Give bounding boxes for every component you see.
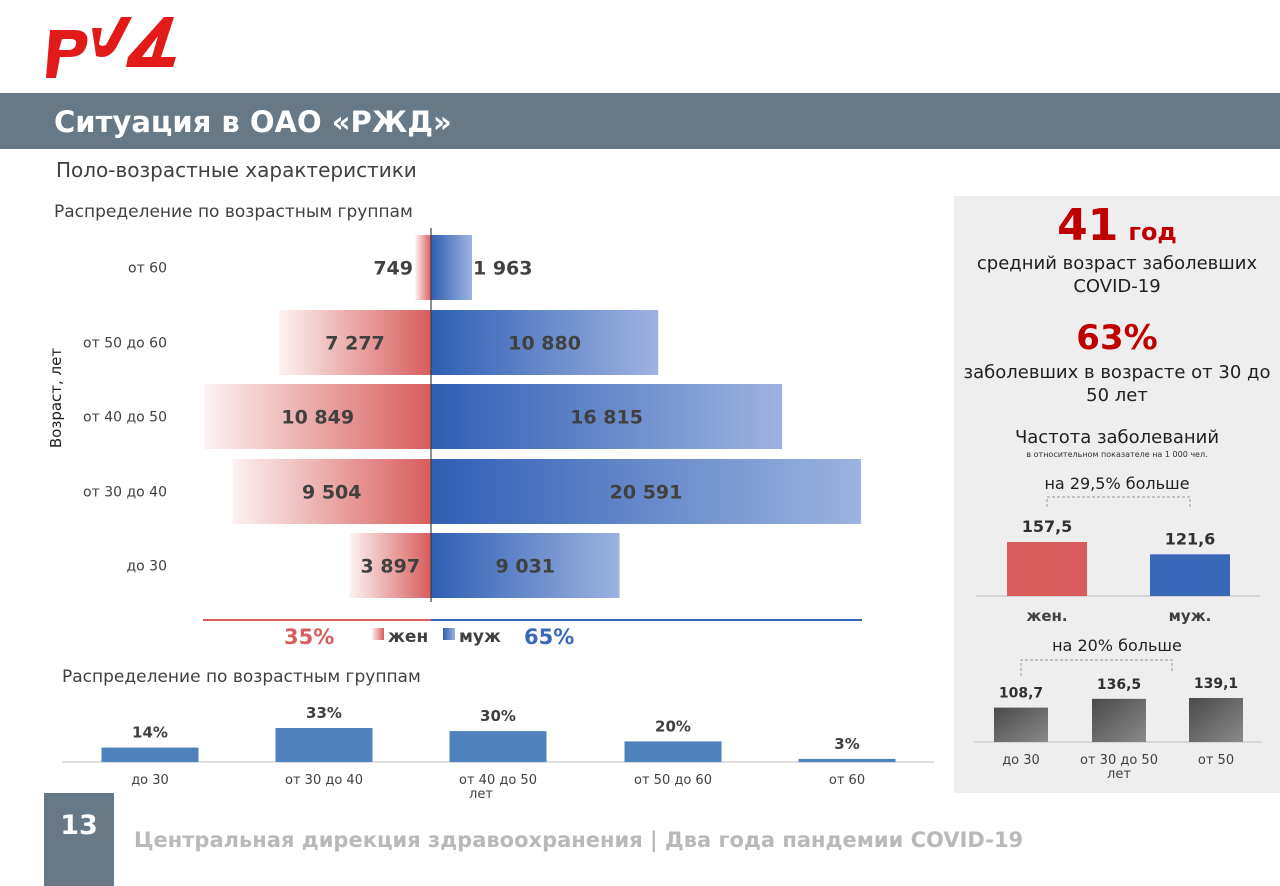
legend-male-swatch bbox=[443, 628, 455, 640]
age-frequency-category: от 30 до 50 bbox=[1080, 753, 1158, 768]
female-value-label: 749 bbox=[373, 258, 413, 280]
legend-male-pct: 65% bbox=[524, 625, 574, 649]
frequency-note: в относительном показателе на 1 000 чел. bbox=[1026, 450, 1208, 459]
avg-age-description: средний возраст заболевших COVID-19 bbox=[976, 253, 1258, 297]
age-column-bar bbox=[101, 747, 199, 762]
age-column-category-cont: лет bbox=[469, 787, 493, 802]
age-column-category: до 30 bbox=[131, 773, 169, 788]
age-difference-note: на 20% больше bbox=[1052, 636, 1182, 655]
female-bar bbox=[349, 533, 431, 598]
male-value-label: 20 591 bbox=[610, 482, 683, 504]
legend-female-swatch bbox=[372, 628, 384, 640]
age-column-value: 20% bbox=[655, 717, 691, 735]
legend-female-pct: 35% bbox=[284, 625, 334, 649]
female-bar bbox=[415, 235, 431, 300]
stats-panel bbox=[954, 196, 1280, 793]
female-value-label: 7 277 bbox=[325, 333, 385, 355]
avg-age-value: 41 bbox=[1057, 200, 1119, 251]
age-column-bar bbox=[449, 731, 547, 762]
gender-frequency-value: 157,5 bbox=[1022, 517, 1073, 536]
page-number-box bbox=[44, 793, 114, 886]
pyramid-category-label: от 40 до 50 bbox=[83, 410, 167, 426]
age-column-value: 30% bbox=[480, 707, 516, 725]
age-sex-pyramid-chart: от 60 749 1 963 от 50 до 60 7 277 10 880 от 40… bbox=[83, 228, 862, 649]
age-column-value: 33% bbox=[306, 704, 342, 722]
age-column-value: 3% bbox=[834, 735, 859, 753]
age-frequency-value: 136,5 bbox=[1097, 677, 1141, 693]
gender-frequency-bar bbox=[1150, 554, 1230, 596]
age-frequency-value: 108,7 bbox=[999, 686, 1043, 702]
pyramid-category-label: от 50 до 60 bbox=[83, 336, 167, 352]
age-bracket bbox=[1020, 659, 1173, 676]
footer-text: Центральная дирекция здравоохранения | Д… bbox=[134, 828, 1024, 852]
female-value-label: 10 849 bbox=[281, 407, 354, 429]
male-bar bbox=[431, 235, 472, 300]
avg-age-stat: 41 год bbox=[954, 200, 1280, 251]
age-column-bar bbox=[798, 758, 896, 762]
pct-30-50-description: заболевших в возрасте от 30 до 50 лет bbox=[963, 362, 1271, 406]
title-bar bbox=[0, 93, 1280, 149]
age-column-category: от 60 bbox=[829, 773, 865, 788]
male-bar bbox=[431, 533, 620, 598]
female-bar bbox=[279, 310, 431, 375]
male-bar bbox=[431, 310, 659, 375]
gender-frequency-value: 121,6 bbox=[1165, 529, 1216, 548]
frequency-charts: на 29,5% больше 157,5 жен. 121,6 муж. на 20… bbox=[974, 474, 1262, 782]
male-bar bbox=[431, 459, 861, 524]
male-value-label: 1 963 bbox=[473, 258, 533, 280]
female-bar bbox=[232, 459, 431, 524]
female-bar bbox=[204, 384, 431, 449]
age-frequency-bar bbox=[994, 707, 1048, 742]
age-column-bar bbox=[275, 728, 373, 762]
age-column-category: от 50 до 60 bbox=[634, 773, 712, 788]
age-frequency-bar bbox=[1189, 698, 1243, 742]
legend-male-label: муж bbox=[459, 627, 501, 647]
female-value-label: 3 897 bbox=[361, 556, 421, 578]
gender-frequency-bar bbox=[1007, 542, 1087, 596]
page-subtitle: Поло-возрастные характеристики bbox=[56, 158, 417, 182]
frequency-title: Частота заболеваний bbox=[1014, 427, 1220, 448]
gender-difference-note: на 29,5% больше bbox=[1044, 474, 1189, 493]
age-column-bar bbox=[624, 741, 722, 762]
pyramid-category-label: до 30 bbox=[126, 559, 167, 575]
page-number: 13 bbox=[60, 810, 98, 841]
column-section-label: Распределение по возрастным группам bbox=[62, 667, 421, 687]
pyramid-section-label: Распределение по возрастным группам bbox=[54, 202, 413, 222]
gender-category-label: жен. bbox=[1026, 607, 1067, 625]
gender-category-label: муж. bbox=[1169, 607, 1212, 625]
male-value-label: 10 880 bbox=[508, 333, 581, 355]
pct-30-50-value: 63% bbox=[1076, 318, 1158, 358]
age-column-category: от 40 до 50 bbox=[459, 773, 537, 788]
male-bar bbox=[431, 384, 783, 449]
rzd-logo bbox=[46, 17, 176, 78]
age-column-value: 14% bbox=[132, 724, 168, 742]
gender-bracket bbox=[1046, 496, 1191, 507]
age-frequency-category-cont: лет bbox=[1107, 767, 1131, 782]
age-frequency-bar bbox=[1092, 698, 1146, 742]
age-column-category: от 30 до 40 bbox=[285, 773, 363, 788]
pyramid-category-label: от 30 до 40 bbox=[83, 485, 167, 501]
pyramid-category-label: от 60 bbox=[128, 261, 167, 277]
age-frequency-category: от 50 bbox=[1198, 753, 1234, 768]
male-value-label: 16 815 bbox=[570, 407, 643, 429]
female-value-label: 9 504 bbox=[302, 482, 362, 504]
male-value-label: 9 031 bbox=[496, 556, 556, 578]
page-title: Ситуация в ОАО «РЖД» bbox=[54, 105, 452, 139]
age-frequency-category: до 30 bbox=[1002, 753, 1040, 768]
legend-female-label: жен bbox=[388, 627, 428, 647]
avg-age-unit: год bbox=[1128, 218, 1177, 246]
age-frequency-value: 139,1 bbox=[1194, 676, 1238, 692]
